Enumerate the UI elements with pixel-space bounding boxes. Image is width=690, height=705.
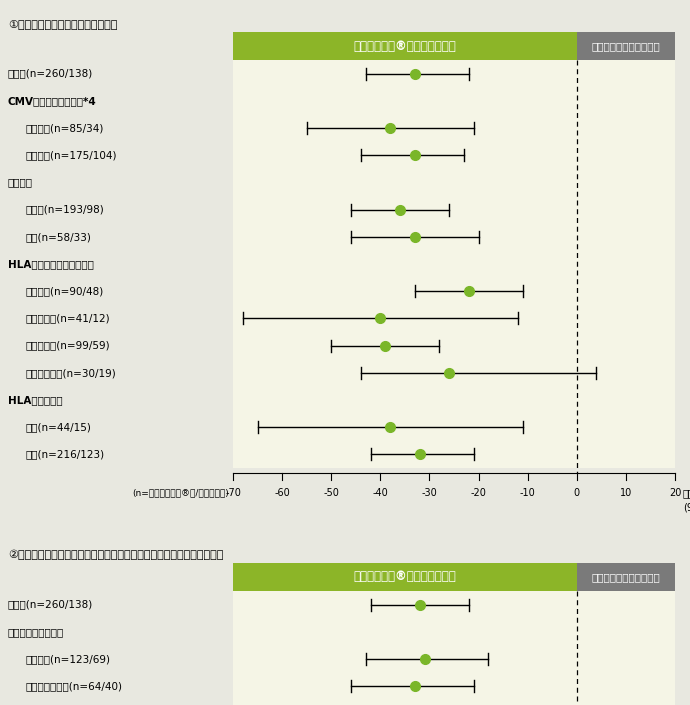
Text: 低リスク(n=175/104): 低リスク(n=175/104) (26, 150, 117, 160)
Text: プレバイミス®群が優れている: プレバイミス®群が優れている (353, 570, 456, 584)
Bar (233, 563, 577, 591)
Text: 全症例(n=260/138): 全症例(n=260/138) (8, 68, 93, 78)
Text: 幹細胞源: 幹細胞源 (8, 178, 33, 188)
Text: プレバイミス®群が優れている: プレバイミス®群が優れている (353, 39, 456, 52)
Text: -50: -50 (324, 488, 339, 498)
Text: 10: 10 (620, 488, 632, 498)
Text: 一致血縁(n=90/48): 一致血縁(n=90/48) (26, 286, 104, 296)
Text: なし(n=216/123): なし(n=216/123) (26, 449, 105, 460)
Text: 不一致非血縁(n=30/19): 不一致非血縁(n=30/19) (26, 368, 117, 378)
Text: ①リスク因子別のサブグループ解析: ①リスク因子別のサブグループ解析 (8, 19, 117, 30)
Bar (233, 32, 577, 60)
Text: -40: -40 (373, 488, 388, 498)
Text: プラセボ群が優れている: プラセボ群が優れている (591, 41, 660, 51)
Text: -60: -60 (274, 488, 290, 498)
Bar (233, 60, 675, 468)
Text: 末梢血(n=193/98): 末梢血(n=193/98) (26, 204, 105, 214)
Text: HLA適合及びドナータイプ: HLA適合及びドナータイプ (8, 259, 94, 269)
Text: (95%CI): (95%CI) (683, 502, 690, 512)
Text: -10: -10 (520, 488, 535, 498)
Text: 不一致血縁(n=41/12): 不一致血縁(n=41/12) (26, 314, 110, 324)
Text: あり(n=44/15): あり(n=44/15) (26, 422, 92, 432)
Text: 群間差*2: 群間差*2 (683, 488, 690, 498)
Text: 全症例(n=260/138): 全症例(n=260/138) (8, 599, 93, 610)
Bar (233, 591, 675, 705)
Bar (577, 563, 675, 591)
Text: 減量強度前処置(n=64/40): 減量強度前処置(n=64/40) (26, 681, 123, 691)
Text: 20: 20 (669, 488, 681, 498)
Text: プラセボ群が優れている: プラセボ群が優れている (591, 572, 660, 582)
Text: 高リスク(n=85/34): 高リスク(n=85/34) (26, 123, 104, 133)
Text: -70: -70 (225, 488, 241, 498)
Text: -20: -20 (471, 488, 486, 498)
Bar (577, 32, 675, 60)
Text: CMV感染のリスク分類*4: CMV感染のリスク分類*4 (8, 96, 97, 106)
Text: (n=プレバイミス®群/プラセボ群): (n=プレバイミス®群/プラセボ群) (132, 488, 229, 497)
Text: 一致非血縁(n=99/59): 一致非血縁(n=99/59) (26, 341, 110, 350)
Text: -30: -30 (422, 488, 437, 498)
Text: ②移植前処置レジメン及び併用免疫抑制レジメン別のサブグループ解析: ②移植前処置レジメン及び併用免疫抑制レジメン別のサブグループ解析 (8, 550, 224, 560)
Text: 移植前処置レジメン: 移植前処置レジメン (8, 627, 64, 637)
Text: 骨髄(n=58/33): 骨髄(n=58/33) (26, 232, 92, 242)
Text: HLA半合致移植: HLA半合致移植 (8, 395, 63, 405)
Text: 骨髄破壊(n=123/69): 骨髄破壊(n=123/69) (26, 654, 111, 664)
Text: 0: 0 (573, 488, 580, 498)
